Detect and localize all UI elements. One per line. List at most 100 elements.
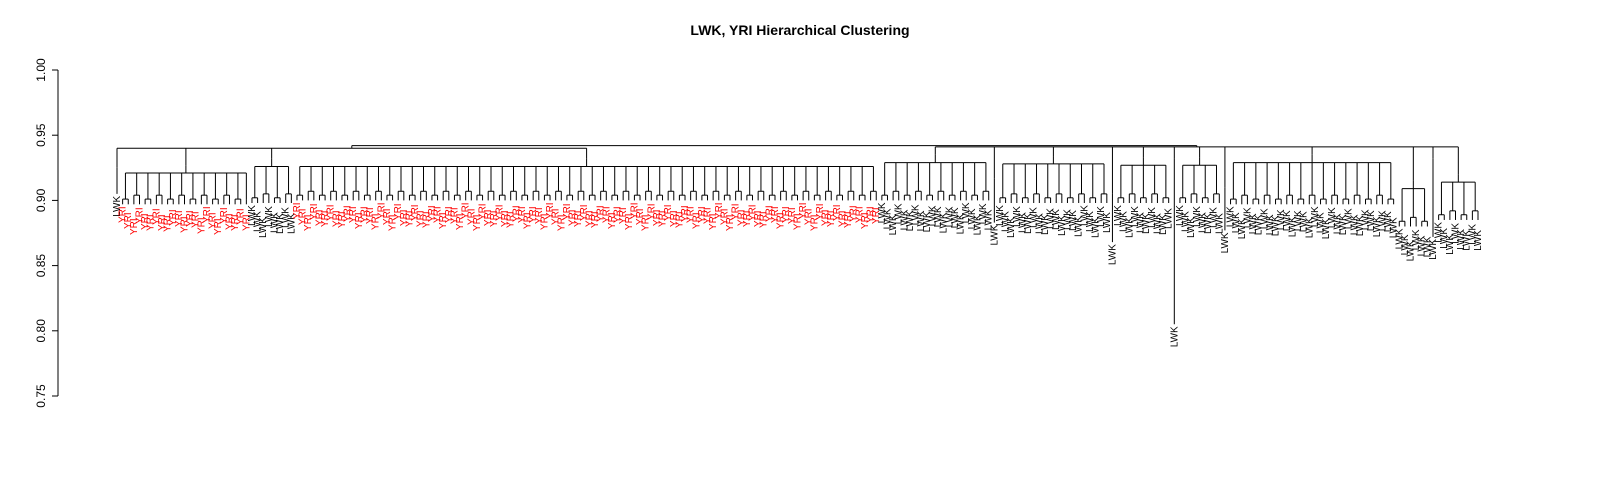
leaf-label: YRI <box>781 206 792 223</box>
leaf-label: LWK <box>905 210 916 231</box>
leaf-label: YRI <box>506 211 517 228</box>
y-tick-label: 1.00 <box>34 58 48 82</box>
leaf-label: LWK <box>1338 214 1349 235</box>
leaf-label: YRI <box>146 214 157 231</box>
leaf-label: LWK <box>1400 234 1411 255</box>
leaf-label: LWK <box>1271 215 1282 236</box>
leaf-label: LWK <box>1265 214 1276 235</box>
leaf-label: LWK <box>1417 235 1428 256</box>
leaf-label: YRI <box>523 212 534 229</box>
leaf-label: LWK <box>1259 208 1270 229</box>
leaf-label: YRI <box>208 212 219 229</box>
leaf-label: LWK <box>1406 240 1417 261</box>
leaf-label: LWK <box>1349 214 1360 235</box>
leaf-label: YRI <box>793 213 804 230</box>
leaf-label: LWK <box>1237 218 1248 239</box>
leaf-label: LWK <box>1057 215 1068 236</box>
leaf-label: LWK <box>967 208 978 229</box>
leaf-label: YRI <box>669 210 680 227</box>
leaf-label: LWK <box>933 206 944 227</box>
leaf-label: LWK <box>281 207 292 228</box>
leaf-label: LWK <box>939 212 950 233</box>
leaf-label: YRI <box>601 206 612 223</box>
leaf-label: LWK <box>1248 213 1259 234</box>
leaf-label: LWK <box>927 205 938 226</box>
leaf-label: YRI <box>866 206 877 223</box>
leaf-label: YRI <box>607 212 618 229</box>
leaf-label: LWK <box>1242 207 1253 228</box>
leaf-label: YRI <box>478 203 489 220</box>
leaf-label: YRI <box>708 213 719 230</box>
leaf-label: LWK <box>956 213 967 234</box>
leaf-label: YRI <box>438 212 449 229</box>
leaf-label: LWK <box>944 206 955 227</box>
leaf-label: LWK <box>253 211 264 232</box>
leaf-label: YRI <box>326 204 337 221</box>
leaf-label: YRI <box>680 205 691 222</box>
leaf-label: YRI <box>849 205 860 222</box>
leaf-label: YRI <box>753 210 764 227</box>
leaf-label: YRI <box>511 205 522 222</box>
leaf-label: YRI <box>455 213 466 230</box>
leaf-label: LWK <box>1164 208 1175 229</box>
leaf-label: LWK <box>1366 210 1377 231</box>
leaf-label: LWK <box>1209 207 1220 228</box>
leaf-label: YRI <box>404 210 415 227</box>
y-tick-label: 0.75 <box>34 384 48 408</box>
leaf-label: YRI <box>449 207 460 224</box>
dendrogram-branches <box>116 145 1479 325</box>
leaf-label: YRI <box>421 211 432 228</box>
leaf-label: LWK <box>1068 210 1079 231</box>
leaf-label: LWK <box>1332 213 1343 234</box>
y-tick-label: 0.80 <box>34 319 48 343</box>
leaf-label: YRI <box>832 204 843 221</box>
leaf-label: LWK <box>1113 205 1124 226</box>
leaf-label: LWK <box>877 202 888 223</box>
leaf-label: YRI <box>500 210 511 227</box>
leaf-label: LWK <box>1181 211 1192 232</box>
leaf-label: YRI <box>348 206 359 223</box>
leaf-label: YRI <box>736 209 747 226</box>
leaf-label: LWK <box>1327 207 1338 228</box>
leaf-label: YRI <box>742 210 753 227</box>
leaf-label: YRI <box>309 203 320 220</box>
leaf-label: LWK <box>922 211 933 232</box>
leaf-label: LWK <box>989 224 1000 245</box>
leaf-label: LWK <box>1034 213 1045 234</box>
leaf-label: YRI <box>241 214 252 231</box>
leaf-label: LWK <box>1299 211 1310 232</box>
leaf-label: LWK <box>1226 206 1237 227</box>
leaf-label: LWK <box>1316 212 1327 233</box>
leaf-label: YRI <box>337 211 348 228</box>
leaf-label: LWK <box>264 206 275 227</box>
leaf-label: LWK <box>1141 213 1152 234</box>
leaf-label: YRI <box>590 211 601 228</box>
leaf-label: YRI <box>483 209 494 226</box>
leaf-label: YRI <box>646 203 657 220</box>
leaf-label: YRI <box>691 212 702 229</box>
leaf-label: LWK <box>1220 232 1231 253</box>
leaf-label: YRI <box>489 210 500 227</box>
leaf-label: LWK <box>1001 211 1012 232</box>
leaf-label: YRI <box>837 210 848 227</box>
leaf-label: LWK <box>1006 217 1017 238</box>
leaf-label: YRI <box>140 213 151 230</box>
leaf-label: YRI <box>798 202 809 219</box>
leaf-label: YRI <box>303 214 314 231</box>
leaf-label: LWK <box>1411 229 1422 250</box>
leaf-label: YRI <box>568 209 579 226</box>
leaf-label: YRI <box>658 210 669 227</box>
leaf-label: LWK <box>899 209 910 230</box>
leaf-label: LWK <box>888 214 899 235</box>
leaf-label: LWK <box>1344 208 1355 229</box>
leaf-label: YRI <box>562 203 573 220</box>
leaf-label: YRI <box>179 216 190 233</box>
leaf-label: LWK <box>1169 326 1180 347</box>
leaf-label: YRI <box>663 204 674 221</box>
leaf-label: LWK <box>1361 209 1372 230</box>
leaf-label: LWK <box>1282 210 1293 231</box>
y-tick-label: 0.95 <box>34 123 48 147</box>
leaf-label: LWK <box>1428 239 1439 260</box>
leaf-label: YRI <box>365 207 376 224</box>
leaf-label: YRI <box>776 212 787 229</box>
